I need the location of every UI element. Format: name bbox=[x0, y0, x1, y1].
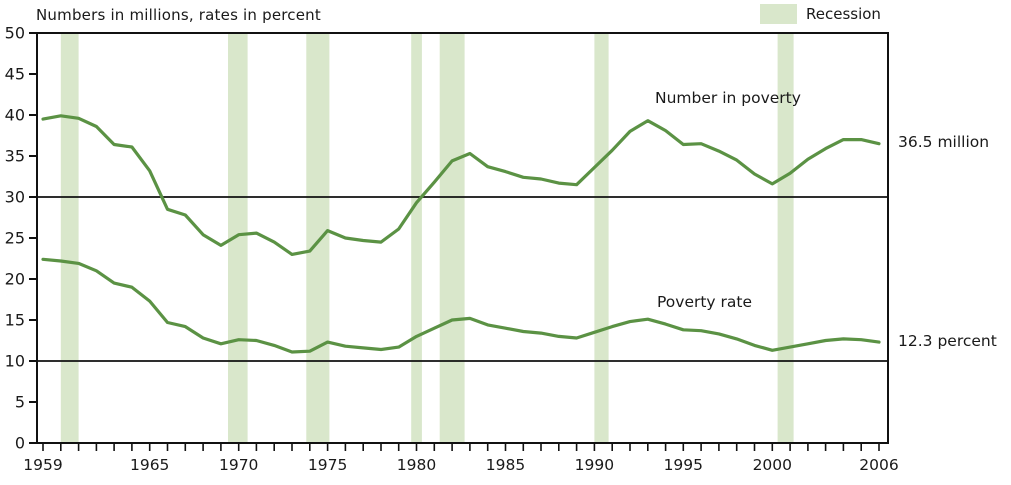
y-axis-label: 0 bbox=[15, 434, 25, 453]
series-line-poverty-rate bbox=[41, 257, 881, 354]
recession-band bbox=[594, 33, 609, 443]
y-axis-label: 50 bbox=[5, 24, 25, 43]
x-axis-label: 1975 bbox=[308, 456, 347, 474]
x-axis-label: 1959 bbox=[23, 456, 62, 474]
y-axis-label: 30 bbox=[5, 188, 25, 207]
x-axis-label: 1990 bbox=[575, 456, 614, 474]
end-annotation-poverty-rate: 12.3 percent bbox=[898, 332, 997, 350]
recession-band bbox=[60, 33, 79, 443]
y-axis-label: 35 bbox=[5, 147, 25, 166]
end-annotation-number-in-poverty: 36.5 million bbox=[898, 133, 990, 151]
y-axis-label: 10 bbox=[5, 352, 25, 371]
x-axis-label: 1980 bbox=[397, 456, 436, 474]
series-line-number-in-poverty bbox=[41, 114, 881, 256]
x-axis-label: 2000 bbox=[753, 456, 792, 474]
recession-legend-label: Recession bbox=[806, 5, 881, 23]
chart-title: Numbers in millions, rates in percent bbox=[36, 6, 321, 24]
y-axis-label: 45 bbox=[5, 65, 25, 84]
recession-band bbox=[411, 33, 422, 443]
y-axis-label: 25 bbox=[5, 229, 25, 248]
x-axis-label: 2006 bbox=[859, 456, 898, 474]
recession-band bbox=[439, 33, 465, 443]
recession-legend: Recession bbox=[760, 4, 881, 24]
y-axis-label: 40 bbox=[5, 106, 25, 125]
x-axis-label: 1985 bbox=[486, 456, 525, 474]
recession-band bbox=[306, 33, 330, 443]
series-label-number-in-poverty: Number in poverty bbox=[655, 89, 801, 107]
y-axis-label: 20 bbox=[5, 270, 25, 289]
series-label-poverty-rate: Poverty rate bbox=[657, 293, 753, 311]
recession-band bbox=[777, 33, 794, 443]
x-axis-label: 1995 bbox=[664, 456, 703, 474]
recession-swatch-icon bbox=[760, 4, 797, 24]
x-axis-label: 1970 bbox=[219, 456, 258, 474]
x-axis-label: 1965 bbox=[130, 456, 169, 474]
y-axis-label: 15 bbox=[5, 311, 25, 330]
y-axis-label: 5 bbox=[15, 393, 25, 412]
